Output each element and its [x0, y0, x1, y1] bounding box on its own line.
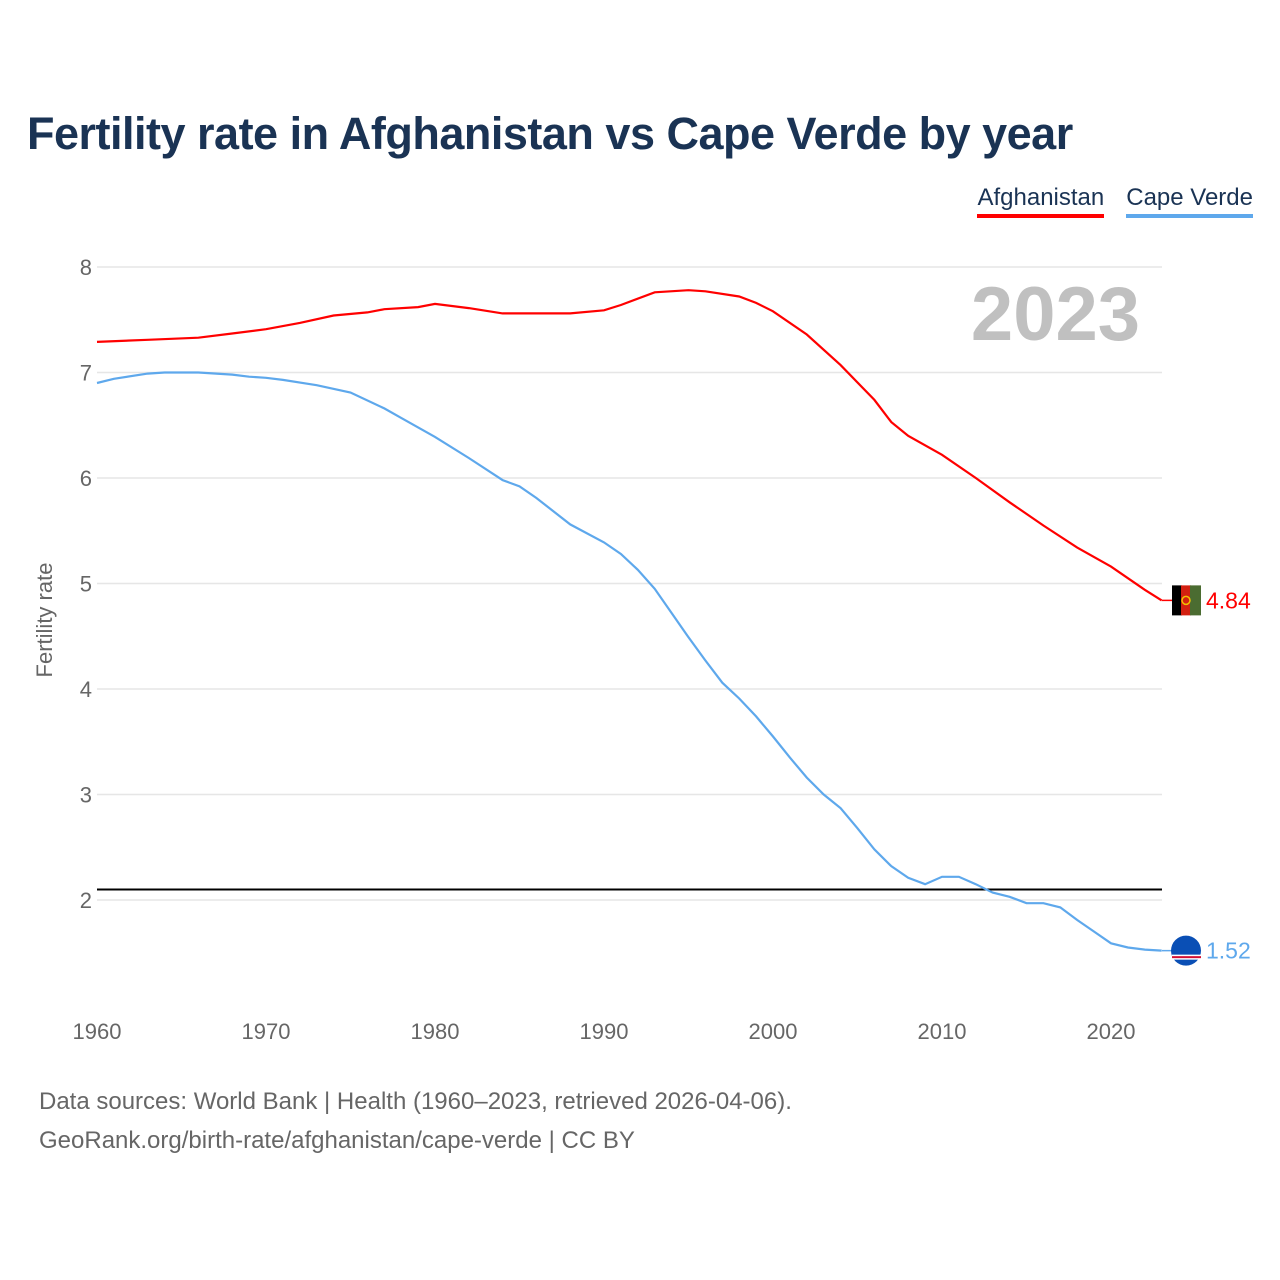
afghanistan-line — [96, 289, 1163, 602]
legend: Afghanistan Cape Verde — [977, 184, 1253, 218]
afghanistan-flag-icon — [1190, 585, 1201, 616]
x-tick-label: 1970 — [242, 1019, 291, 1044]
x-tick-label: 1980 — [411, 1019, 460, 1044]
cape-verde-flag-icon — [1172, 956, 1201, 959]
y-tick-label: 5 — [80, 572, 92, 597]
afghanistan-flag-icon — [1181, 595, 1191, 606]
legend-cape-verde[interactable]: Cape Verde — [1126, 184, 1253, 218]
x-tick-label: 2010 — [918, 1019, 967, 1044]
afghanistan-flag-icon — [1172, 585, 1182, 616]
y-tick-label: 8 — [80, 255, 92, 280]
cape-verde-line — [96, 371, 1162, 952]
y-tick-label: 2 — [80, 888, 92, 913]
x-tick-label: 1990 — [580, 1019, 629, 1044]
y-tick-label: 3 — [80, 783, 92, 808]
year-label: 2023 — [971, 272, 1140, 357]
chart-title: Fertility rate in Afghanistan vs Cape Ve… — [27, 108, 1073, 159]
cape-verde-flag-icon — [1171, 935, 1201, 966]
source-link[interactable]: GeoRank.org/birth-rate/afghanistan/cape-… — [39, 1127, 635, 1154]
x-tick-label: 2000 — [749, 1019, 798, 1044]
x-tick-label: 2020 — [1087, 1019, 1136, 1044]
source-text: Data sources: World Bank | Health (1960–… — [39, 1088, 792, 1115]
y-tick-label: 6 — [80, 466, 92, 491]
legend-afghanistan[interactable]: Afghanistan — [977, 184, 1105, 218]
cape-verde-end-value: 1.52 — [1206, 938, 1251, 964]
y-tick-label: 4 — [80, 677, 92, 702]
y-axis-label: Fertility rate — [32, 563, 57, 678]
afghanistan-end-value: 4.84 — [1206, 587, 1251, 613]
afghanistan-flag-icon — [1181, 585, 1191, 616]
x-tick-label: 1960 — [73, 1019, 122, 1044]
y-tick-label: 7 — [80, 361, 92, 386]
